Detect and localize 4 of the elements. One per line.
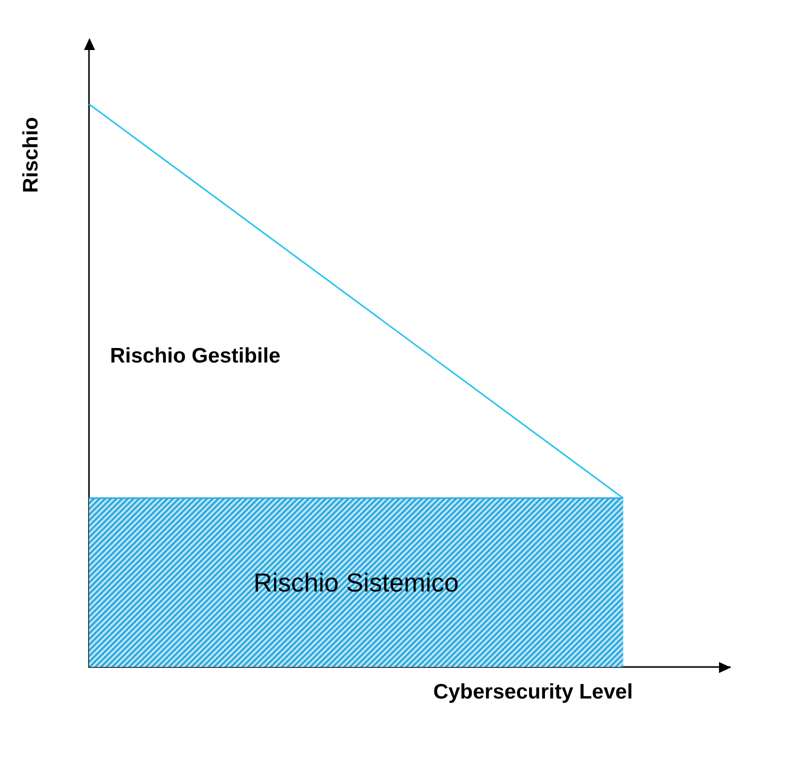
x-axis-title: Cybersecurity Level <box>433 680 633 704</box>
annotation: Rischio Gestibile <box>110 344 280 368</box>
series-label: Rischio Sistemico <box>253 568 459 598</box>
y-axis-title: Rischio <box>20 117 42 193</box>
